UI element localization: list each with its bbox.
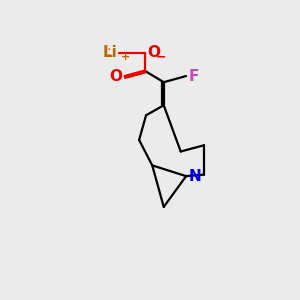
- Text: N: N: [188, 169, 201, 184]
- Text: +: +: [121, 52, 130, 62]
- Text: Li: Li: [103, 45, 118, 60]
- Text: F: F: [188, 68, 199, 83]
- Text: O: O: [109, 68, 122, 83]
- Text: ·: ·: [106, 49, 110, 63]
- Text: −: −: [155, 50, 166, 63]
- Text: O: O: [147, 45, 160, 60]
- Text: ·: ·: [106, 43, 110, 57]
